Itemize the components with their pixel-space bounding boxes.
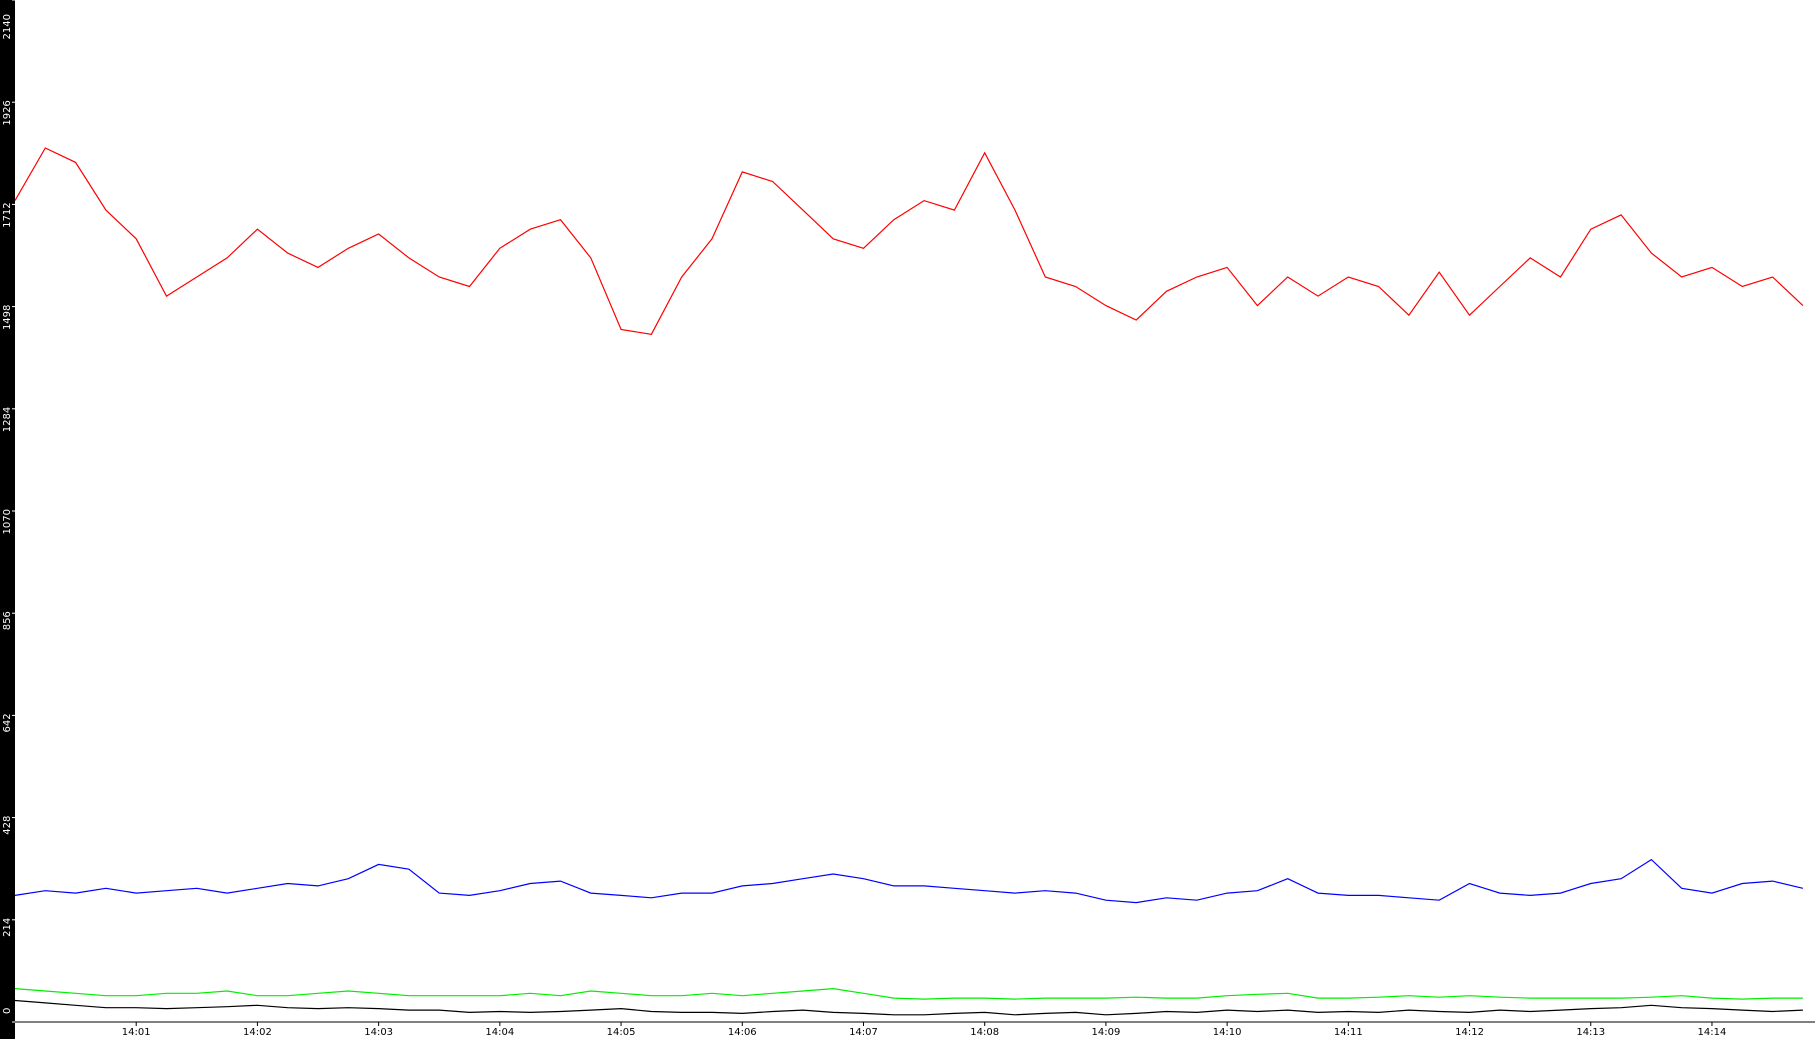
y-tick-label: 1926	[2, 100, 13, 125]
x-tick-label: 14:13	[1576, 1027, 1605, 1038]
y-tick-label: 642	[2, 713, 13, 732]
x-tick-label: 14:08	[970, 1027, 999, 1038]
y-tick-label: 1712	[2, 202, 13, 227]
x-tick-label: 14:14	[1698, 1027, 1727, 1038]
y-axis-strip	[0, 0, 15, 1039]
x-tick-label: 14:06	[728, 1027, 757, 1038]
series-line	[14, 987, 1803, 1000]
series-line	[14, 147, 1804, 335]
y-tick-label: 1284	[2, 407, 13, 432]
y-tick-label: 856	[2, 611, 13, 630]
x-tick-label: 14:10	[1213, 1027, 1242, 1038]
y-tick-label: 2140	[2, 14, 13, 39]
x-tick-label: 14:03	[364, 1027, 393, 1038]
y-tick-label: 1070	[2, 509, 13, 534]
x-tick-label: 14:07	[849, 1027, 878, 1038]
series-line	[14, 858, 1804, 904]
x-tick-label: 14:09	[1091, 1027, 1120, 1038]
x-tick-label: 14:05	[607, 1027, 636, 1038]
y-tick-label: 0	[2, 1008, 13, 1014]
x-tick-label: 14:11	[1334, 1027, 1363, 1038]
y-tick-label: 1498	[2, 305, 13, 330]
x-tick-label: 14:02	[243, 1027, 272, 1038]
series-line	[14, 999, 1803, 1016]
x-tick-label: 14:04	[485, 1027, 514, 1038]
y-tick-label: 214	[2, 918, 13, 937]
x-tick-label: 14:01	[122, 1027, 151, 1038]
y-tick-label: 428	[2, 816, 13, 835]
x-tick-label: 14:12	[1455, 1027, 1484, 1038]
